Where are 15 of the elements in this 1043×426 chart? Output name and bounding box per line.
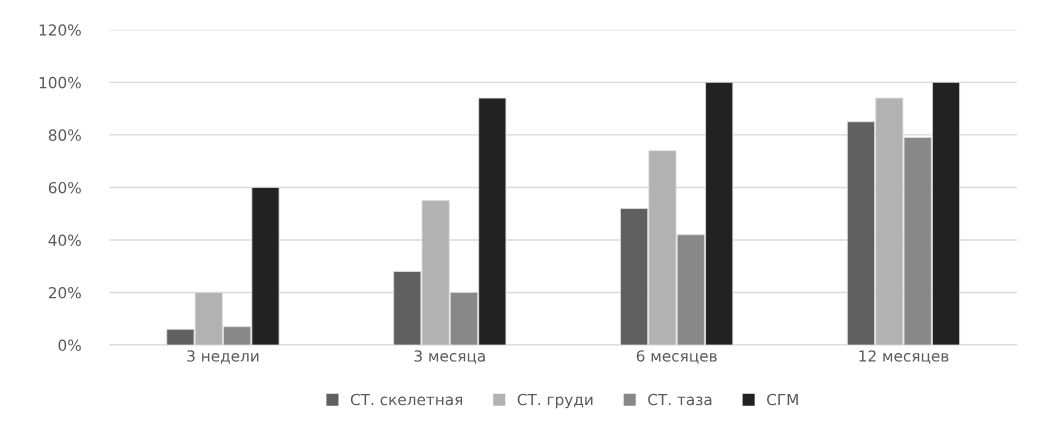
y-tick-label: 40%	[48, 234, 81, 246]
x-tick-label: 12 месяцев	[859, 350, 949, 364]
x-tick-label: 6 месяцев	[636, 350, 717, 364]
y-tick-label: 0%	[58, 339, 81, 352]
legend-label: СТ. скелетная	[350, 393, 463, 406]
x-tick-label: 3 недели	[187, 350, 259, 364]
legend-label: СГМ	[767, 393, 798, 406]
legend-label: СТ. таза	[648, 393, 712, 406]
y-tick-label: 20%	[48, 286, 81, 299]
y-tick-label: 60%	[48, 181, 81, 194]
y-tick-label: 100%	[39, 76, 81, 89]
legend-label: СТ. груди	[517, 393, 593, 409]
x-tick-label: 3 месяца	[414, 350, 485, 364]
y-tick-label: 80%	[48, 129, 81, 141]
y-tick-label: 120%	[39, 24, 81, 36]
